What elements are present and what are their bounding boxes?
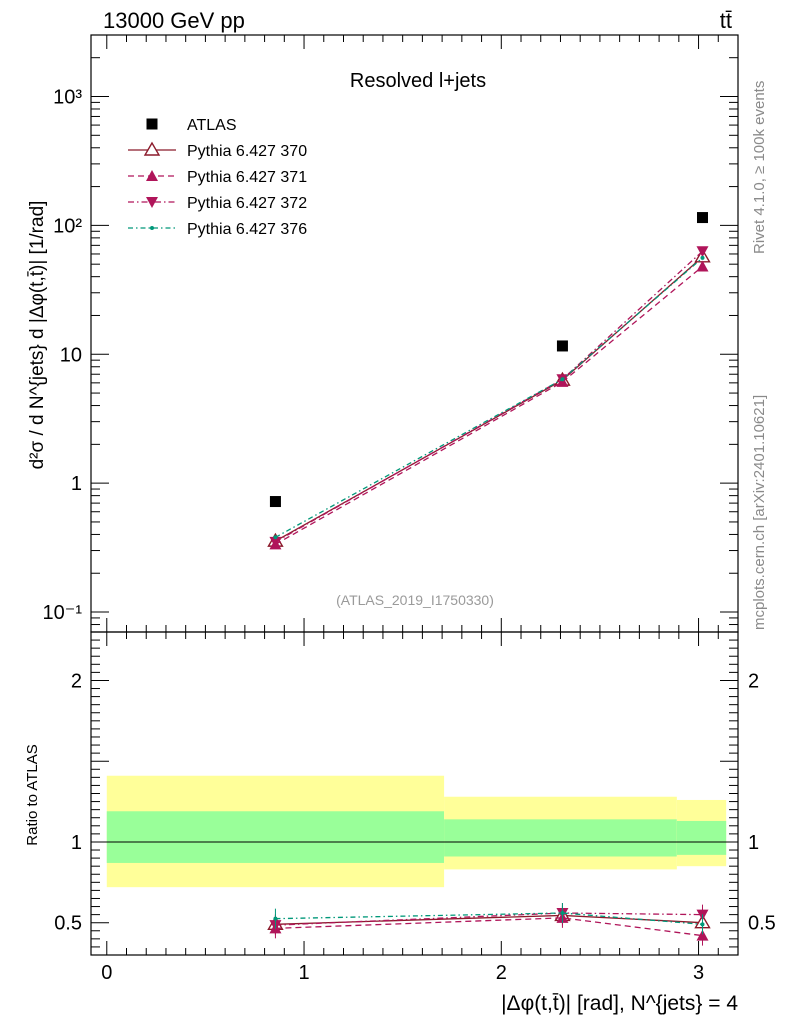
ratio-plot-area: 0 1 2 3 0.5 0.5 1 1 2 2 bbox=[54, 631, 776, 984]
ratio-point-series-4 bbox=[560, 911, 565, 916]
legend-label: Pythia 6.427 370 bbox=[187, 143, 307, 160]
ratio-point-series-4 bbox=[273, 916, 278, 921]
data-point-atlas bbox=[556, 340, 568, 352]
x-tick-label: 0 bbox=[101, 962, 112, 984]
uncertainty-band-green bbox=[444, 819, 677, 857]
ratio-y-axis-label: Ratio to ATLAS bbox=[24, 744, 41, 845]
x-tick-label: 1 bbox=[298, 962, 309, 984]
data-point-series-4 bbox=[560, 377, 565, 382]
legend-label: ATLAS bbox=[187, 117, 237, 134]
legend-marker-atlas bbox=[146, 118, 158, 130]
series-line-1 bbox=[275, 256, 703, 542]
side-label-bottom: mcplots.cern.ch [arXiv:2401.10621] bbox=[751, 395, 768, 630]
y-tick-label-right: 2 bbox=[748, 670, 759, 692]
y-tick-label: 10² bbox=[53, 215, 82, 237]
series-line-3 bbox=[275, 250, 703, 543]
legend-label: Pythia 6.427 372 bbox=[187, 195, 307, 212]
y-tick-label: 1 bbox=[71, 832, 82, 854]
legend-label: Pythia 6.427 376 bbox=[187, 221, 307, 238]
y-tick-label: 2 bbox=[71, 670, 82, 692]
x-tick-label: 2 bbox=[496, 962, 507, 984]
legend-label: Pythia 6.427 371 bbox=[187, 169, 307, 186]
main-title: Resolved l+jets bbox=[350, 70, 486, 92]
header-right: tt̄ bbox=[720, 8, 732, 33]
y-tick-label: 10⁻¹ bbox=[43, 602, 83, 624]
header-left: 13000 GeV pp bbox=[103, 8, 245, 33]
legend-marker bbox=[143, 141, 161, 156]
ratio-point-series-2 bbox=[696, 929, 709, 941]
uncertainty-band-green bbox=[676, 820, 727, 855]
main-plot-area: 10⁻¹ 1 10 10² 10³ ATLAS Pythia 6.427 370 Pythia… bbox=[43, 34, 739, 955]
data-point-series-2 bbox=[696, 260, 709, 272]
y-tick-label: 10 bbox=[60, 344, 82, 366]
data-point-series-3 bbox=[269, 536, 282, 548]
legend: ATLAS Pythia 6.427 370 Pythia 6.427 371 Pyt… bbox=[128, 117, 307, 238]
y-tick-label-right: 0.5 bbox=[748, 913, 776, 935]
legend-marker bbox=[150, 226, 154, 230]
data-point-atlas bbox=[269, 496, 281, 508]
legend-marker bbox=[146, 170, 158, 181]
series-line-2 bbox=[275, 265, 703, 545]
ratio-line-2 bbox=[275, 917, 703, 937]
series-line-4 bbox=[275, 257, 703, 538]
y-tick-label: 10³ bbox=[53, 86, 82, 108]
data-point-series-4 bbox=[273, 535, 278, 540]
data-point-series-3 bbox=[696, 246, 709, 258]
x-tick-label: 3 bbox=[693, 962, 704, 984]
legend-marker bbox=[146, 197, 158, 208]
y-tick-label: 1 bbox=[71, 473, 82, 495]
x-axis-label: |Δφ(t,t̄)| [rad], N^{jets} = 4 bbox=[501, 992, 738, 1015]
data-point-series-4 bbox=[700, 255, 705, 260]
side-label-top: Rivet 4.1.0, ≥ 100k events bbox=[751, 81, 768, 254]
ratio-line-4 bbox=[275, 912, 703, 925]
y-tick-label: 0.5 bbox=[54, 913, 82, 935]
data-point-atlas bbox=[696, 212, 708, 224]
y-tick-label-right: 1 bbox=[748, 832, 759, 854]
ratio-point-series-4 bbox=[700, 922, 705, 927]
uncertainty-band-green bbox=[106, 811, 445, 863]
analysis-annotation: (ATLAS_2019_I1750330) bbox=[336, 592, 494, 608]
main-y-axis-label: d²σ / d N^{jets} d |Δφ(t,t̄)| [1/rad] bbox=[27, 201, 48, 470]
